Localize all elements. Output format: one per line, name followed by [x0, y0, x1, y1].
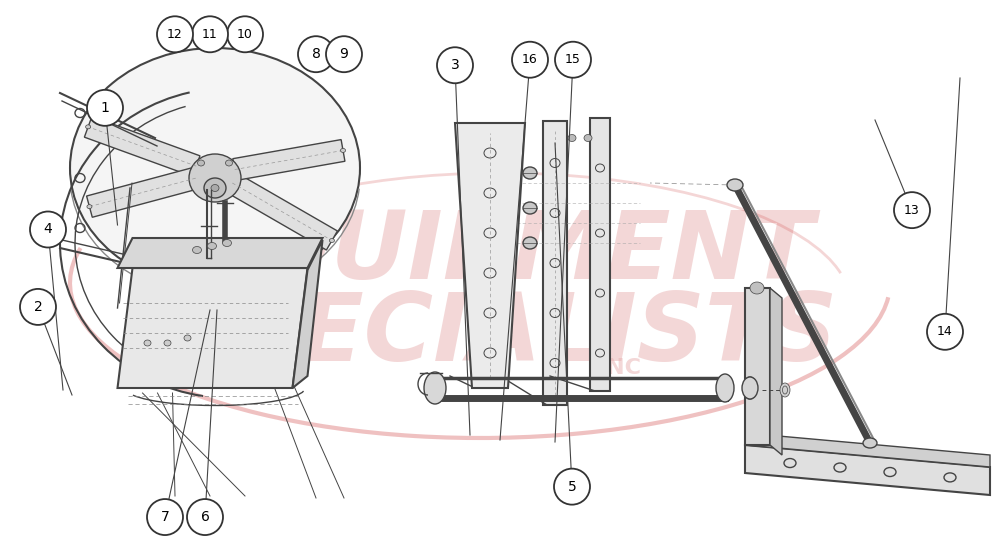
Ellipse shape	[424, 372, 446, 404]
Text: 2: 2	[34, 300, 42, 314]
Ellipse shape	[211, 185, 219, 191]
Polygon shape	[745, 445, 990, 495]
Text: 4: 4	[44, 222, 52, 237]
Ellipse shape	[523, 167, 537, 179]
Ellipse shape	[584, 134, 592, 142]
Circle shape	[192, 16, 228, 53]
Ellipse shape	[144, 340, 151, 346]
Ellipse shape	[184, 335, 191, 341]
Ellipse shape	[87, 205, 92, 208]
Ellipse shape	[727, 179, 743, 191]
Ellipse shape	[226, 160, 232, 166]
Ellipse shape	[523, 237, 537, 249]
Circle shape	[157, 16, 193, 53]
Polygon shape	[590, 118, 610, 391]
Circle shape	[437, 47, 473, 84]
Ellipse shape	[341, 148, 346, 153]
Text: 9: 9	[340, 47, 348, 61]
Text: 16: 16	[522, 53, 538, 66]
Text: 15: 15	[565, 53, 581, 66]
Polygon shape	[233, 139, 345, 180]
Ellipse shape	[164, 340, 171, 346]
Ellipse shape	[208, 243, 216, 249]
Text: 11: 11	[202, 28, 218, 41]
Text: 3: 3	[451, 58, 459, 72]
Text: INC: INC	[598, 358, 642, 378]
Polygon shape	[118, 238, 322, 268]
Polygon shape	[227, 174, 337, 250]
Ellipse shape	[568, 134, 576, 142]
Circle shape	[87, 90, 123, 126]
Text: 12: 12	[167, 28, 183, 41]
Ellipse shape	[70, 48, 360, 288]
Polygon shape	[87, 168, 199, 217]
Ellipse shape	[198, 160, 205, 166]
Ellipse shape	[780, 383, 790, 397]
Circle shape	[555, 41, 591, 78]
Ellipse shape	[204, 178, 226, 198]
Circle shape	[894, 192, 930, 228]
Ellipse shape	[863, 438, 877, 448]
Circle shape	[512, 41, 548, 78]
Text: 5: 5	[568, 479, 576, 494]
Ellipse shape	[743, 377, 757, 399]
Ellipse shape	[523, 202, 537, 214]
Polygon shape	[84, 117, 200, 176]
Polygon shape	[770, 288, 782, 455]
Ellipse shape	[716, 374, 734, 402]
Text: 7: 7	[161, 510, 169, 524]
Polygon shape	[745, 288, 770, 445]
Ellipse shape	[222, 239, 232, 247]
Polygon shape	[455, 123, 525, 388]
Circle shape	[147, 499, 183, 535]
Circle shape	[30, 211, 66, 248]
Polygon shape	[292, 240, 322, 388]
Circle shape	[187, 499, 223, 535]
Text: 10: 10	[237, 28, 253, 41]
Circle shape	[326, 36, 362, 72]
Circle shape	[927, 314, 963, 350]
Text: 1: 1	[101, 101, 109, 115]
Text: SPECIALISTS: SPECIALISTS	[162, 289, 838, 381]
Ellipse shape	[750, 282, 764, 294]
Ellipse shape	[742, 377, 758, 399]
Polygon shape	[543, 121, 567, 405]
Text: 6: 6	[201, 510, 209, 524]
Text: 14: 14	[937, 325, 953, 338]
Circle shape	[554, 468, 590, 505]
Circle shape	[227, 16, 263, 53]
Text: EQUIPMENT: EQUIPMENT	[186, 207, 814, 299]
Text: 13: 13	[904, 204, 920, 217]
Circle shape	[20, 289, 56, 325]
Ellipse shape	[86, 125, 91, 129]
Polygon shape	[745, 433, 990, 467]
Text: 8: 8	[312, 47, 320, 61]
Polygon shape	[118, 268, 308, 388]
Ellipse shape	[192, 247, 202, 253]
Circle shape	[298, 36, 334, 72]
Ellipse shape	[189, 154, 241, 202]
Ellipse shape	[329, 238, 334, 243]
